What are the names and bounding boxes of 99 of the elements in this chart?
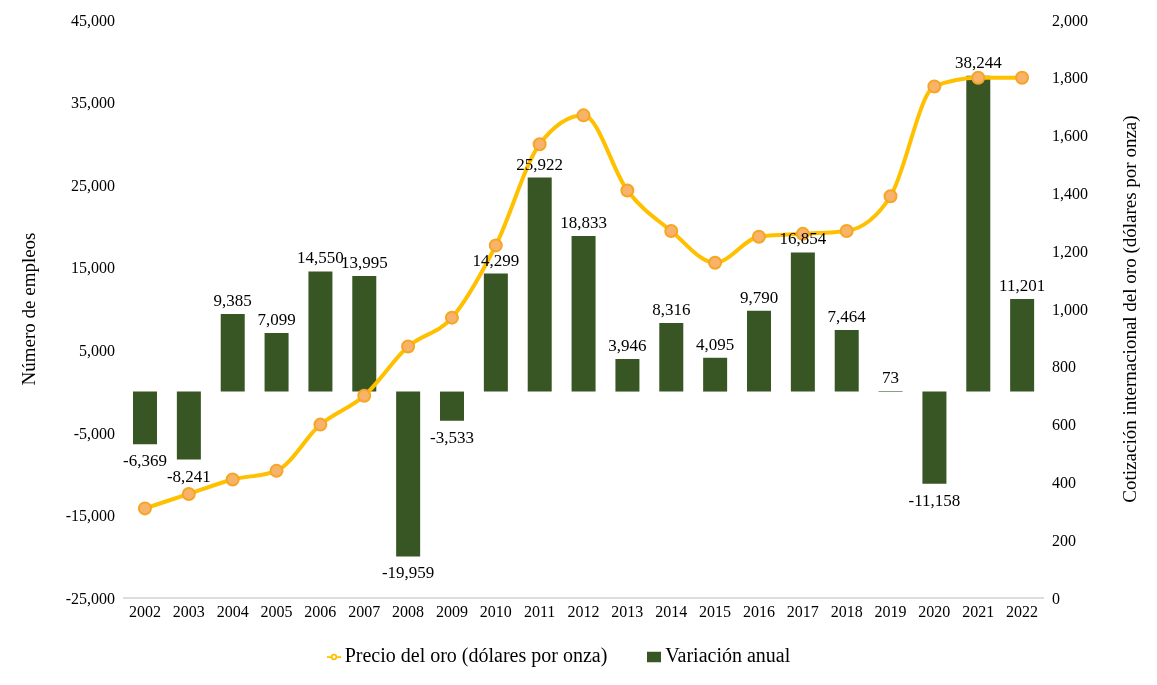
- y2-tick-label: 2,000: [1052, 11, 1088, 29]
- y-tick-label: 25,000: [71, 176, 115, 194]
- bar: [615, 358, 640, 392]
- x-tick-label: 2019: [874, 603, 907, 621]
- x-tick-label: 2021: [962, 603, 995, 621]
- x-tick-label: 2016: [742, 603, 775, 621]
- point: [357, 388, 372, 403]
- data-label: -8,241: [166, 466, 211, 486]
- bar: [440, 391, 464, 421]
- y2-axis-title: Cotización internacional del oro (dólares por onza): [1118, 115, 1141, 503]
- point: [225, 472, 240, 487]
- legend-label: Precio del oro (dólares por onza): [344, 644, 608, 666]
- bar: [659, 322, 684, 392]
- y2-tick-label: 1,200: [1052, 242, 1088, 260]
- x-tick-label: 2009: [435, 603, 468, 621]
- point: [401, 339, 416, 354]
- x-tick-label: 2010: [479, 603, 512, 621]
- data-label: 38,244: [954, 52, 1003, 72]
- bar: [264, 332, 289, 392]
- x-tick-label: 2011: [523, 603, 556, 621]
- point: [664, 223, 679, 238]
- x-tick-label: 2008: [392, 603, 425, 621]
- y2-tick-label: 1,400: [1052, 185, 1088, 203]
- point: [927, 79, 942, 94]
- point: [269, 463, 284, 478]
- bar: [396, 391, 421, 557]
- x-tick-label: 2004: [216, 603, 249, 621]
- x-tick-label: 2020: [918, 603, 951, 621]
- x-tick-label: 2005: [260, 603, 293, 621]
- x-tick-label: 2003: [172, 603, 205, 621]
- data-label: -3,533: [430, 427, 474, 447]
- x-tick-label: 2015: [699, 603, 732, 621]
- point: [137, 501, 152, 516]
- x-tick-label: 2022: [1006, 603, 1039, 621]
- data-label: -11,158: [908, 490, 961, 510]
- y2-tick-label: 1,600: [1052, 127, 1088, 145]
- y-tick-label: 35,000: [71, 94, 115, 112]
- y2-tick-label: 0: [1052, 589, 1060, 607]
- bar: [352, 276, 377, 392]
- bar: [527, 177, 552, 392]
- bar: [834, 329, 859, 392]
- y-tick-label: -25,000: [65, 589, 115, 607]
- bar: [571, 236, 596, 392]
- data-label: 4,095: [696, 334, 735, 354]
- y2-tick-label: 1,800: [1052, 69, 1088, 87]
- point: [883, 189, 898, 204]
- x-tick-label: 2007: [348, 603, 381, 621]
- x-tick-label: 2002: [128, 603, 161, 621]
- point: [313, 417, 328, 432]
- y2-tick-label: 800: [1052, 358, 1076, 376]
- point: [1015, 70, 1030, 85]
- data-label: 8,316: [652, 299, 691, 319]
- bar: [308, 271, 333, 392]
- data-label: 3,946: [608, 335, 647, 355]
- data-label: -6,369: [123, 451, 167, 471]
- data-label: 7,464: [827, 306, 867, 326]
- point: [488, 238, 503, 253]
- point: [532, 137, 547, 152]
- x-tick-label: 2013: [611, 603, 644, 621]
- point: [576, 108, 591, 123]
- point: [751, 229, 766, 244]
- x-tick-label: 2014: [655, 603, 688, 621]
- legend-label: Variación anual: [665, 644, 791, 666]
- data-label: 73: [882, 367, 900, 387]
- y-tick-label: 5,000: [79, 341, 115, 359]
- bar: [747, 310, 771, 392]
- point: [839, 223, 854, 238]
- bar: [220, 314, 245, 392]
- bar: [483, 273, 508, 392]
- y-tick-label: 45,000: [71, 11, 115, 29]
- x-tick-label: 2018: [830, 603, 863, 621]
- bar: [922, 391, 947, 484]
- y2-tick-label: 1,000: [1052, 300, 1088, 318]
- data-label: 9,790: [739, 287, 779, 307]
- bar: [133, 391, 157, 445]
- bar: [703, 357, 728, 392]
- point: [444, 310, 459, 325]
- y-tick-label: 15,000: [71, 259, 115, 277]
- y-tick-label: -15,000: [65, 507, 115, 525]
- bar: [176, 391, 201, 460]
- y-tick-label: -5,000: [73, 424, 115, 442]
- y2-tick-label: 600: [1052, 416, 1076, 434]
- x-tick-label: 2017: [786, 603, 819, 621]
- y-axis-title: Número de empleos: [17, 232, 39, 386]
- point: [620, 183, 635, 198]
- bar: [1010, 299, 1035, 392]
- data-label: 7,099: [257, 309, 296, 329]
- point: [181, 486, 196, 501]
- data-label: -19,959: [381, 563, 435, 583]
- point: [971, 70, 986, 85]
- data-label: 18,833: [560, 213, 607, 233]
- data-label: 9,385: [213, 291, 252, 311]
- point: [708, 255, 723, 270]
- y2-tick-label: 200: [1052, 531, 1076, 549]
- x-tick-label: 2006: [304, 603, 337, 621]
- y2-tick-label: 400: [1052, 474, 1076, 492]
- data-label: 11,201: [999, 276, 1046, 296]
- x-tick-label: 2012: [567, 603, 600, 621]
- bar: [790, 252, 815, 392]
